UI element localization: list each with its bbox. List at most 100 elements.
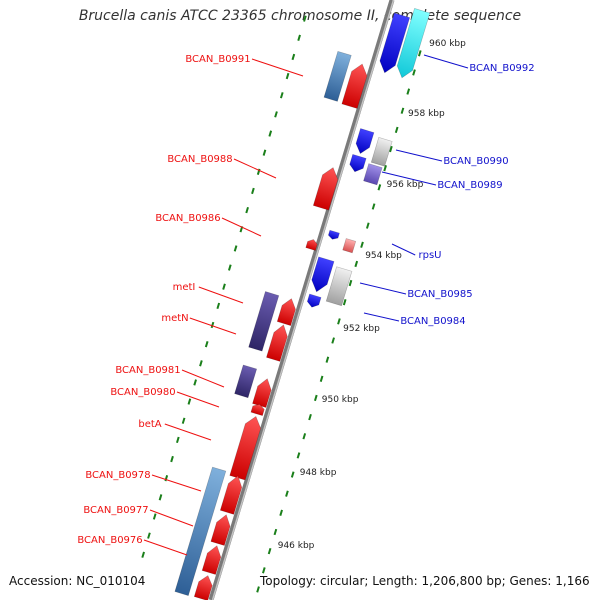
tick-mark	[274, 111, 278, 118]
gene-bcan-b0986-shape	[305, 239, 318, 251]
tick-mark	[342, 299, 347, 306]
tick-mark	[199, 360, 203, 367]
scale-label: 956 kbp	[387, 180, 424, 190]
forward-leader-line	[251, 58, 304, 77]
tick-mark	[256, 586, 260, 593]
tick-mark	[216, 302, 221, 310]
gene-bcan-b0989-shape	[349, 153, 367, 173]
tick-mark	[141, 551, 145, 558]
scale-label: 954 kbp	[365, 251, 402, 261]
tick-mark	[285, 72, 290, 80]
forward-leader-line	[233, 158, 277, 179]
tick-mark	[325, 356, 330, 363]
gene-meti-shape	[276, 298, 296, 326]
gene-meti	[276, 298, 296, 326]
forward-gene-label: metI	[173, 282, 196, 293]
reverse-leader-line	[363, 312, 400, 322]
reverse-leader-line	[359, 282, 407, 295]
forward-gene-label: betA	[138, 419, 161, 430]
forward-gene-label: BCAN_B0981	[115, 365, 180, 376]
backbone-highlight	[211, 0, 395, 600]
tick-mark	[348, 279, 353, 287]
gene-bcan-b0992-shape	[379, 12, 411, 74]
gene-bcan-b0991-shape	[341, 63, 368, 109]
tick-mark	[245, 206, 249, 214]
tick-mark	[319, 375, 324, 382]
scale-label: 960 kbp	[429, 39, 466, 49]
accession-text: Accession: NC_010104	[9, 574, 146, 588]
tick-mark	[297, 34, 301, 41]
reverse-leader-line	[423, 54, 469, 69]
tick-mark	[303, 15, 307, 22]
forward-leader-line	[189, 317, 237, 335]
forward-gene-label: BCAN_B0986	[155, 213, 220, 224]
gene-bcan-b0978-block-shape	[174, 466, 227, 596]
gene-bcan-b0985	[311, 256, 335, 293]
gene-bcan-b0985-shape	[311, 256, 335, 293]
reverse-leader-line	[395, 149, 443, 162]
gene-meti-block	[248, 291, 280, 352]
forward-leader-line	[151, 474, 202, 492]
reverse-leader-line	[381, 171, 437, 186]
tick-mark	[285, 490, 289, 497]
tick-mark	[406, 88, 411, 95]
tick-mark	[204, 340, 209, 348]
tick-mark	[308, 413, 312, 421]
gene-bcan-b0991-companion-shape	[323, 50, 352, 102]
forward-leader-line	[164, 423, 212, 441]
reverse-gene-label: BCAN_B0989	[437, 180, 502, 191]
forward-gene-label: BCAN_B0976	[77, 535, 142, 546]
reverse-gene-label: BCAN_B0990	[443, 156, 508, 167]
forward-gene-label: BCAN_B0977	[83, 505, 148, 516]
forward-leader-line	[143, 539, 188, 556]
gene-bcan-b0977-shape	[210, 514, 231, 546]
gene-bcan-b0978	[219, 475, 243, 515]
gene-bcan-b0989-block-shape	[363, 163, 383, 186]
tick-mark	[417, 50, 422, 57]
tick-mark	[267, 547, 272, 555]
gene-bcan-b0976	[201, 545, 222, 575]
tick-mark	[389, 145, 393, 153]
gene-bcan-b0985-block	[325, 266, 353, 307]
reverse-gene-label: BCAN_B0984	[400, 316, 465, 327]
scale-label: 952 kbp	[343, 324, 380, 334]
tick-mark	[262, 149, 267, 156]
tick-mark	[279, 509, 283, 517]
tick-mark	[360, 241, 364, 248]
map-title: Brucella canis ATCC 23365 chromosome II,…	[78, 8, 522, 24]
gene-bcan-b0975	[193, 575, 213, 600]
tick-mark	[147, 532, 151, 539]
gene-beta-small-shape	[250, 403, 265, 417]
tick-mark	[187, 398, 192, 405]
gene-beta-small	[250, 403, 265, 417]
gene-bcan-b0978-shape	[219, 475, 243, 515]
gene-bcan-b0989	[349, 153, 367, 173]
tick-mark	[337, 318, 341, 325]
gene-bcan-b0988-shape	[312, 167, 339, 211]
forward-gene-label: BCAN_B0978	[85, 470, 150, 481]
gene-bcan-b0990-block-shape	[370, 136, 393, 167]
gene-meti-block-shape	[248, 291, 280, 352]
tick-mark	[262, 567, 266, 574]
tick-mark	[181, 417, 186, 424]
tick-mark	[268, 130, 273, 137]
gene-bcan-b0986	[305, 239, 318, 251]
tick-mark	[365, 222, 370, 229]
tick-mark	[331, 337, 335, 344]
gene-bcan-b0984	[306, 293, 322, 308]
tick-mark	[227, 264, 232, 271]
tick-mark	[152, 513, 157, 520]
gene-bcan-b0981-shape	[234, 364, 258, 399]
gene-rpsu-block	[342, 238, 357, 254]
tick-mark	[290, 471, 295, 478]
scale-label: 958 kbp	[408, 109, 445, 119]
gene-bcan-b0984-shape	[306, 293, 322, 308]
tick-mark	[222, 283, 226, 290]
tick-mark	[313, 394, 318, 402]
gene-bcan-b0976-shape	[201, 545, 222, 575]
gene-rpsu-shape	[328, 229, 340, 240]
forward-leader-line	[198, 286, 244, 304]
tick-mark	[291, 53, 296, 61]
